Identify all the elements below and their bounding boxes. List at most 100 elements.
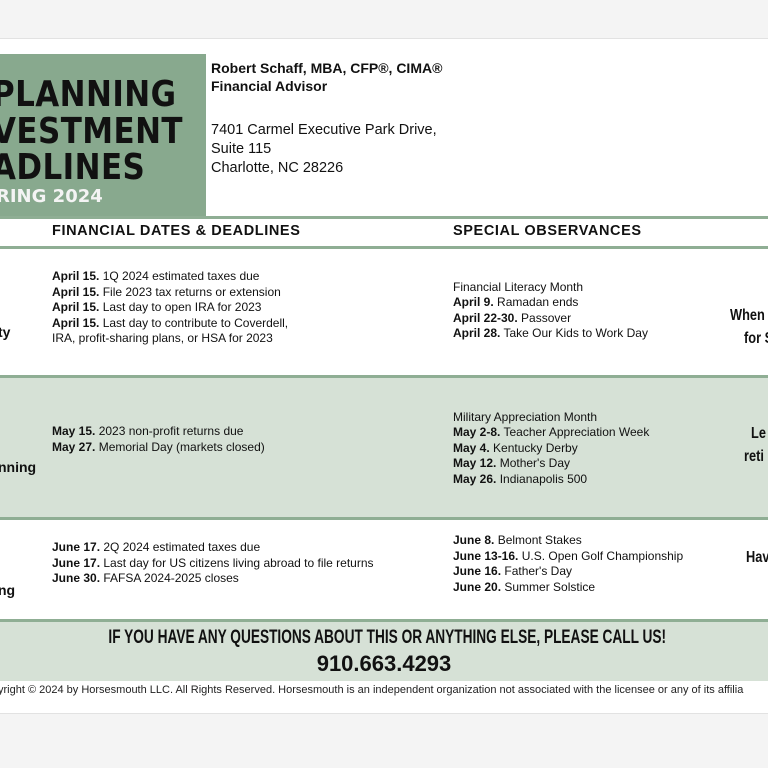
list-item: May 15. 2023 non-profit returns due (52, 424, 265, 440)
item-text: 2023 non-profit returns due (98, 424, 244, 438)
item-date: May 27. (52, 439, 96, 454)
item-date: April 15. (52, 284, 100, 299)
list-item: April 28. Take Our Kids to Work Day (453, 326, 648, 342)
observances-heading: SPECIAL OBSERVANCES (453, 223, 642, 239)
item-text: FAFSA 2024-2025 closes (103, 571, 239, 585)
april-deadlines: April 15. 1Q 2024 estimated taxes due Apr… (52, 269, 312, 347)
list-item: April 15. File 2023 tax returns or exten… (52, 285, 312, 301)
item-text: U.S. Open Golf Championship (521, 548, 684, 563)
advisor-block: Robert Schaff, MBA, CFP®, CIMA® Financia… (211, 59, 442, 95)
item-text: Memorial Day (markets closed) (98, 439, 265, 454)
address-line: Charlotte, NC 28226 (211, 160, 344, 176)
april-observance-intro: Financial Literacy Month (453, 280, 584, 294)
april-observances: April 9. Ramadan ends April 22-30. Passov… (453, 295, 648, 342)
list-item: May 27. Memorial Day (markets closed) (52, 440, 265, 456)
list-item: April 22-30. Passover (453, 311, 648, 327)
item-date: May 15. (52, 424, 96, 438)
item-text: Teacher Appreciation Week (503, 425, 650, 439)
item-date: April 22-30. (453, 310, 518, 325)
cta-text: IF YOU HAVE ANY QUESTIONS ABOUT THIS OR … (108, 627, 667, 648)
april-teaser: for S (744, 330, 768, 347)
divider (0, 216, 768, 219)
address-block: 7401 Carmel Executive Park Drive, Suite … (211, 121, 437, 178)
may-observances: May 2-8. Teacher Appreciation Week May 4.… (453, 425, 649, 487)
row-may-label: nning (0, 459, 37, 475)
may-teaser: reti (744, 448, 764, 465)
june-teaser: Hav (746, 549, 768, 566)
item-text: 2Q 2024 estimated taxes due (103, 540, 261, 554)
divider (0, 619, 768, 622)
list-item: June 8. Belmont Stakes (453, 533, 683, 549)
list-item: April 9. Ramadan ends (453, 295, 648, 311)
list-item: June 16. Father's Day (453, 564, 683, 580)
season-label: RING 2024 (0, 186, 103, 207)
item-date: May 4. (453, 440, 490, 455)
row-april-label: ty (0, 324, 11, 340)
item-date: April 15. (52, 269, 100, 283)
item-text: Last day to open IRA for 2023 (102, 300, 262, 314)
item-text: Father's Day (504, 564, 573, 578)
may-teaser: Le (751, 425, 766, 442)
may-deadlines: May 15. 2023 non-profit returns due May 2… (52, 424, 265, 455)
list-item: June 30. FAFSA 2024-2025 closes (52, 571, 374, 587)
item-date: May 2-8. (453, 425, 501, 439)
list-item: May 2-8. Teacher Appreciation Week (453, 425, 649, 441)
flyer-page: PLANNING VESTMENT ADLINES RING 2024 Robe… (0, 38, 768, 714)
june-observances: June 8. Belmont Stakes June 13-16. U.S. O… (453, 533, 683, 595)
item-text: Mother's Day (499, 456, 571, 470)
advisor-name: Robert Schaff, MBA, CFP®, CIMA® (211, 60, 443, 76)
item-text: Last day to contribute to Coverdell, IRA… (52, 315, 289, 346)
divider (0, 375, 768, 378)
item-text: Belmont Stakes (497, 533, 582, 547)
item-text: File 2023 tax returns or extension (102, 284, 281, 299)
june-deadlines: June 17. 2Q 2024 estimated taxes due June… (52, 540, 374, 587)
advisor-role: Financial Advisor (211, 78, 328, 94)
item-date: May 26. (453, 471, 497, 486)
item-date: April 28. (453, 326, 501, 340)
list-item: April 15. Last day to contribute to Cove… (52, 316, 312, 347)
divider (0, 517, 768, 520)
item-date: June 17. (52, 555, 101, 570)
item-text: 1Q 2024 estimated taxes due (102, 269, 260, 283)
list-item: June 17. 2Q 2024 estimated taxes due (52, 540, 374, 556)
list-item: May 12. Mother's Day (453, 456, 649, 472)
item-date: June 16. (453, 564, 502, 578)
item-date: June 8. (453, 533, 495, 547)
item-date: June 30. (52, 571, 101, 585)
row-june-label: ng (0, 582, 16, 598)
list-item: April 15. 1Q 2024 estimated taxes due (52, 269, 312, 285)
item-text: Last day for US citizens living abroad t… (103, 555, 374, 570)
item-date: April 9. (453, 295, 494, 309)
item-text: Indianapolis 500 (499, 471, 588, 486)
divider (0, 246, 768, 249)
item-date: April 15. (52, 300, 100, 314)
item-text: Passover (521, 310, 572, 325)
call-to-action: IF YOU HAVE ANY QUESTIONS ABOUT THIS OR … (0, 627, 768, 649)
footer-band (0, 621, 768, 681)
title-line-2: VESTMENT (0, 111, 183, 152)
title-line-3: ADLINES (0, 147, 146, 188)
item-date: April 15. (52, 315, 100, 330)
item-text: Kentucky Derby (493, 440, 578, 455)
phone-number[interactable]: 910.663.4293 (316, 651, 452, 676)
april-teaser: When (730, 307, 765, 324)
list-item: May 4. Kentucky Derby (453, 441, 649, 457)
item-date: June 20. (453, 579, 502, 594)
address-line: 7401 Carmel Executive Park Drive, (211, 122, 437, 138)
title-box: PLANNING VESTMENT ADLINES RING 2024 (0, 54, 206, 217)
list-item: June 20. Summer Solstice (453, 580, 683, 596)
title-line-1: PLANNING (0, 74, 177, 115)
address-line: Suite 115 (211, 141, 272, 157)
list-item: June 13-16. U.S. Open Golf Championship (453, 549, 683, 565)
may-band (0, 377, 768, 517)
item-text: Take Our Kids to Work Day (503, 326, 648, 340)
list-item: June 17. Last day for US citizens living… (52, 556, 374, 572)
item-date: May 12. (453, 456, 497, 470)
list-item: April 15. Last day to open IRA for 2023 (52, 300, 312, 316)
item-text: Summer Solstice (504, 579, 596, 594)
item-text: Ramadan ends (497, 295, 579, 309)
may-observance-intro: Military Appreciation Month (453, 410, 598, 424)
item-date: June 13-16. (453, 548, 519, 563)
item-date: June 17. (52, 540, 101, 554)
deadlines-heading: FINANCIAL DATES & DEADLINES (52, 223, 301, 239)
